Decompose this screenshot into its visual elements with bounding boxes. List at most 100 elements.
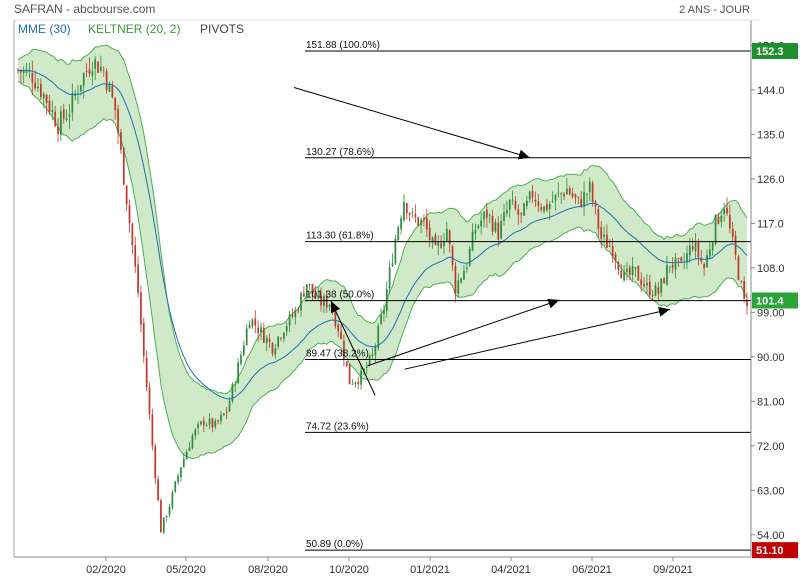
x-tick-label: 01/2021 [410,564,450,576]
candle [288,310,291,333]
candle [211,417,214,433]
candle [65,109,68,122]
candle [257,320,260,342]
candle [337,322,340,338]
candle [731,221,734,243]
candle [105,68,108,94]
candle [717,213,720,225]
candle [428,220,431,248]
candle [546,199,548,213]
candle [234,381,237,393]
candle [488,213,491,224]
candle [448,229,451,253]
candle [571,187,574,199]
candle [117,104,119,145]
candle [408,212,411,222]
candle [728,204,731,234]
candle [340,324,342,340]
candle [454,261,457,303]
candle [54,105,57,128]
candle [586,192,588,205]
candle [145,350,148,392]
candle [580,191,583,208]
candle [637,265,640,281]
candle [563,191,565,201]
candle [694,233,697,259]
candle [51,100,54,121]
candle [394,234,397,266]
candle [523,202,525,217]
candle [102,65,105,77]
x-tick-label: 05/2020 [166,564,206,576]
candle [463,265,465,280]
candle [131,222,134,255]
candle [68,103,71,130]
candle [414,204,417,223]
last-price-badge: 101.4 [752,292,798,309]
candle [148,382,151,420]
candle [111,80,114,99]
candle [357,376,360,390]
y-tick-label: 144.0 [757,85,785,97]
y-tick-label: 108.0 [757,263,785,275]
candle [534,191,537,207]
period-label: 2 ANS - JOUR [679,4,750,16]
candle [248,320,251,329]
candle [274,344,277,360]
candle [383,304,385,322]
candle [308,283,311,290]
candle [120,129,122,155]
candle [182,452,185,468]
candle [154,443,157,485]
annotation-arrow [367,298,560,367]
candle [294,306,297,325]
candle [391,253,394,268]
candle [57,118,59,142]
annotation-arrow [404,306,671,370]
pivot-label: 89.47 (38.2%) [306,348,369,359]
candle [217,419,219,425]
candle [566,177,568,195]
candle [231,382,234,404]
candle [354,381,357,388]
annotation-arrow [293,87,531,160]
candle [220,411,222,425]
candle [260,322,262,341]
y-tick-label: 54.00 [757,530,785,542]
candle [477,224,480,230]
candle [737,254,740,281]
x-tick-label: 10/2020 [329,564,369,576]
candle [600,221,603,249]
candle [62,103,65,124]
candle [345,361,348,368]
candle [25,63,28,76]
candle [265,335,268,352]
candle [323,293,325,314]
candle [134,236,137,274]
candle [468,246,471,268]
candle [180,466,182,482]
candle [208,413,211,430]
candle [237,358,239,384]
candle [631,256,634,281]
candle [60,105,62,142]
candle [485,202,488,228]
candle [740,280,743,284]
candle [142,317,145,363]
candle [626,261,628,281]
candle [360,363,362,390]
candle [317,286,320,300]
candle [303,286,305,297]
y-tick-label: 72.00 [757,441,785,453]
candle [508,198,511,219]
candle [100,55,102,73]
candle [640,272,643,293]
candle [245,324,248,346]
candle [222,412,225,417]
candle [531,184,534,204]
candle [528,190,531,203]
chart-title: SAFRAN - abcbourse.com [14,2,155,16]
candle [411,208,414,219]
